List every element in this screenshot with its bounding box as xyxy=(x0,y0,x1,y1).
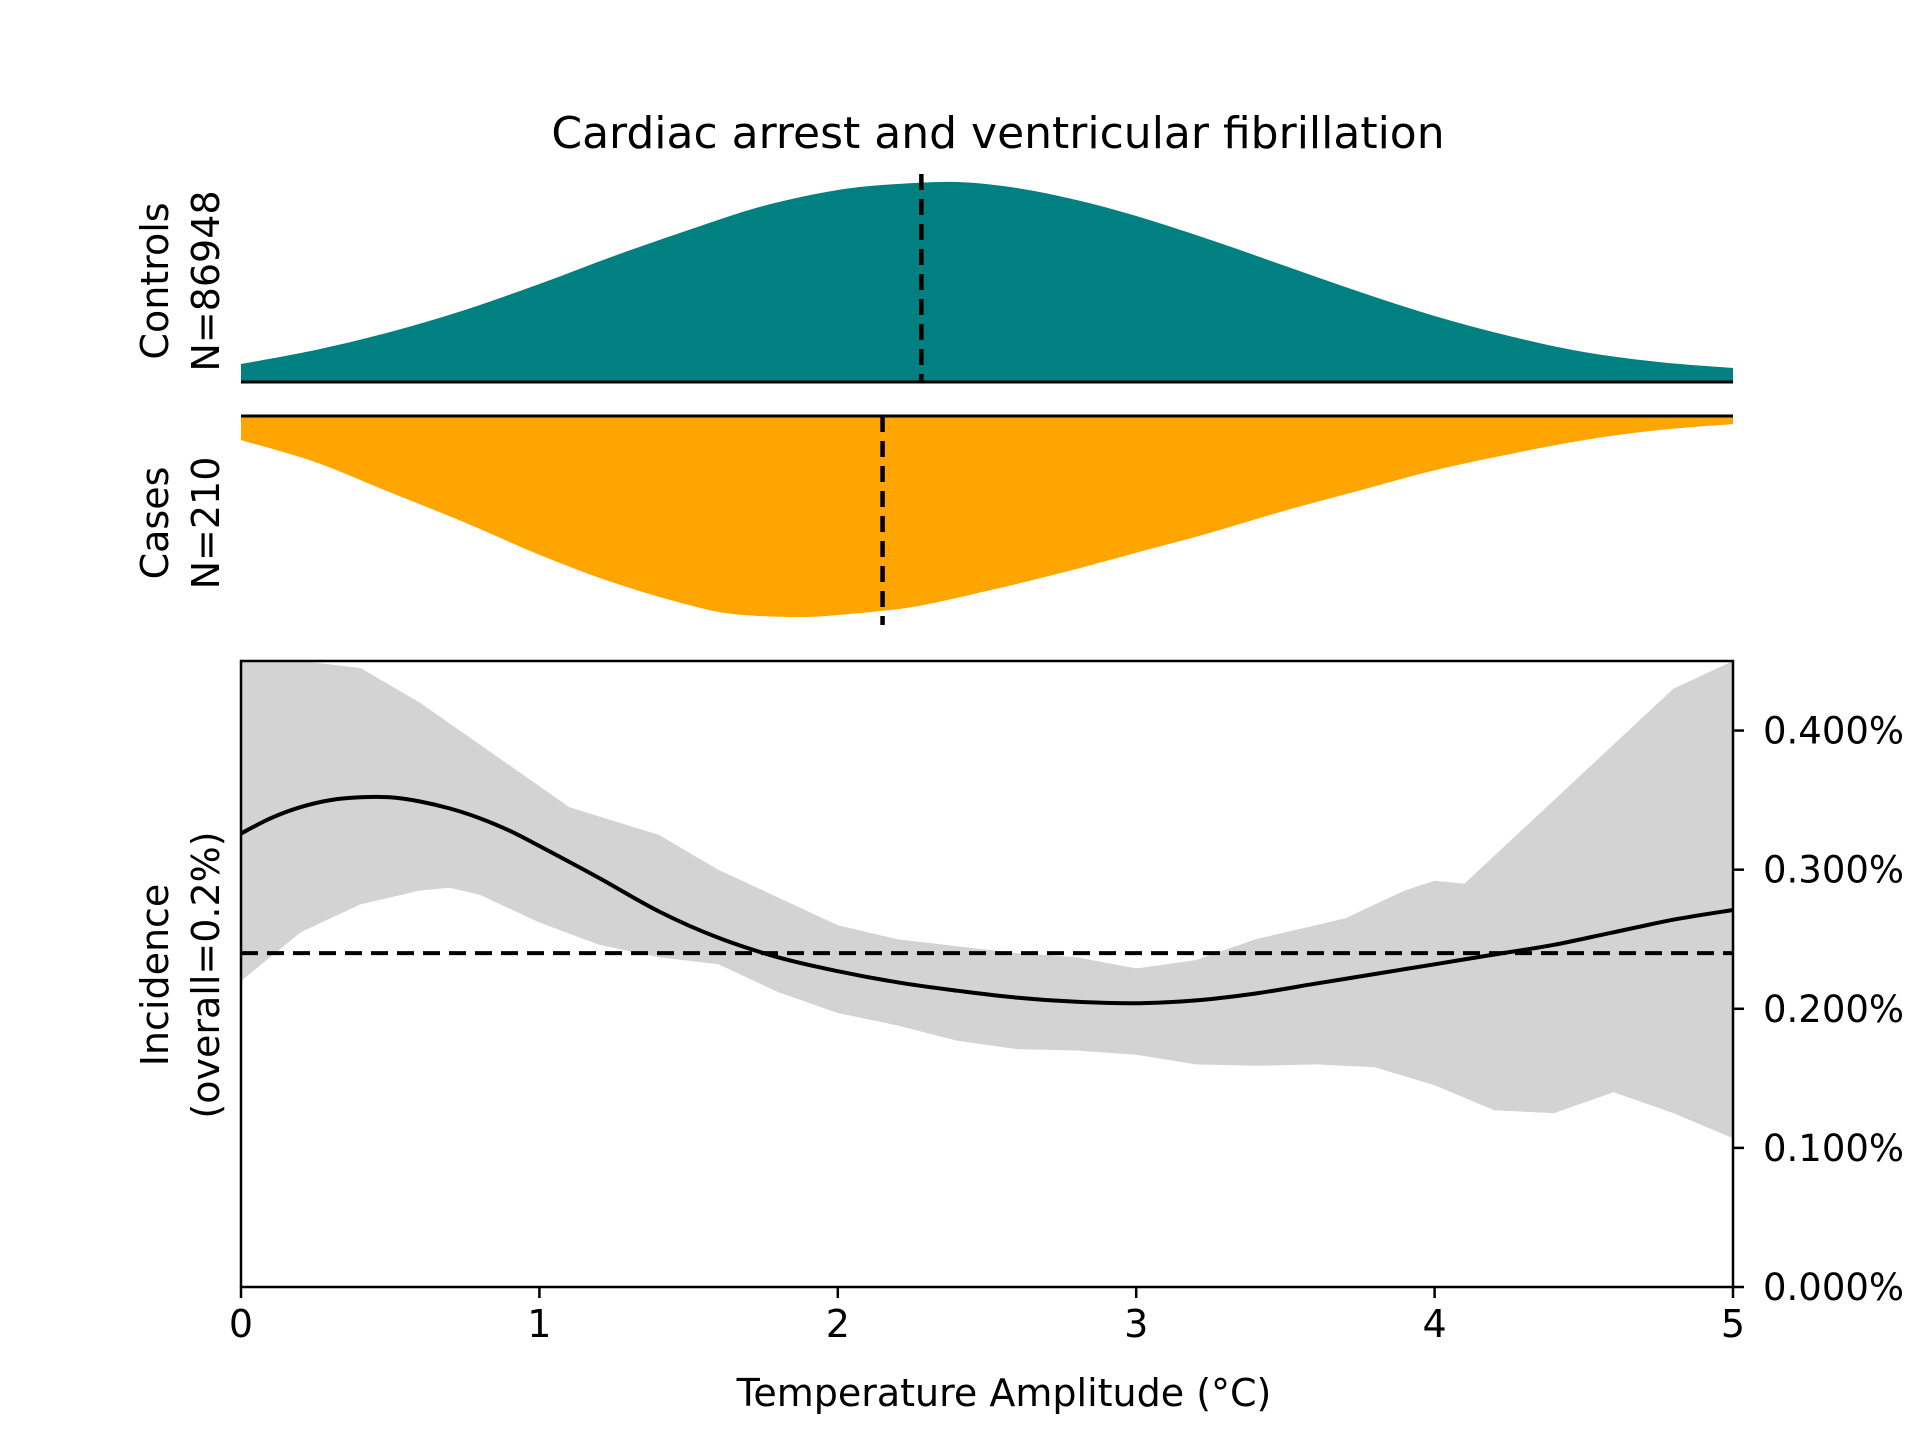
controls-label: Controls xyxy=(133,202,177,359)
x-axis-label: Temperature Amplitude (°C) xyxy=(736,1371,1272,1415)
cases-density-area xyxy=(241,416,1733,617)
x-tick-label: 2 xyxy=(826,1302,850,1346)
x-tick-label: 5 xyxy=(1721,1302,1745,1346)
y-tick-label: 0.300% xyxy=(1763,849,1904,892)
y-axis-label-overall: (overall=0.2%) xyxy=(184,831,228,1118)
y-tick-label: 0.400% xyxy=(1763,710,1904,753)
x-tick-label: 0 xyxy=(229,1302,253,1346)
cases-count-label: N=210 xyxy=(184,457,228,590)
cases-label: Cases xyxy=(133,467,177,580)
incidence-panel: 0 1 2 3 4 5 0.000% 0.100% 0.200% 0.300% 0.400% Te… xyxy=(133,661,1904,1415)
x-axis-ticks: 0 1 2 3 4 5 xyxy=(229,1287,1745,1346)
y-tick-label: 0.000% xyxy=(1763,1266,1904,1309)
chart-title: Cardiac arrest and ventricular fibrillat… xyxy=(551,108,1444,159)
controls-count-label: N=86948 xyxy=(184,190,228,371)
controls-panel: Controls N=86948 xyxy=(133,174,1733,382)
confidence-band xyxy=(241,661,1733,1138)
y-tick-label: 0.200% xyxy=(1763,988,1904,1031)
y-axis-ticks: 0.000% 0.100% 0.200% 0.300% 0.400% xyxy=(1733,710,1904,1309)
x-tick-label: 3 xyxy=(1124,1302,1148,1346)
controls-density-area xyxy=(241,182,1733,382)
x-tick-label: 1 xyxy=(527,1302,551,1346)
x-tick-label: 4 xyxy=(1423,1302,1447,1346)
cases-panel: Cases N=210 xyxy=(133,416,1733,625)
y-axis-label: Incidence xyxy=(133,884,177,1067)
y-tick-label: 0.100% xyxy=(1763,1127,1904,1170)
